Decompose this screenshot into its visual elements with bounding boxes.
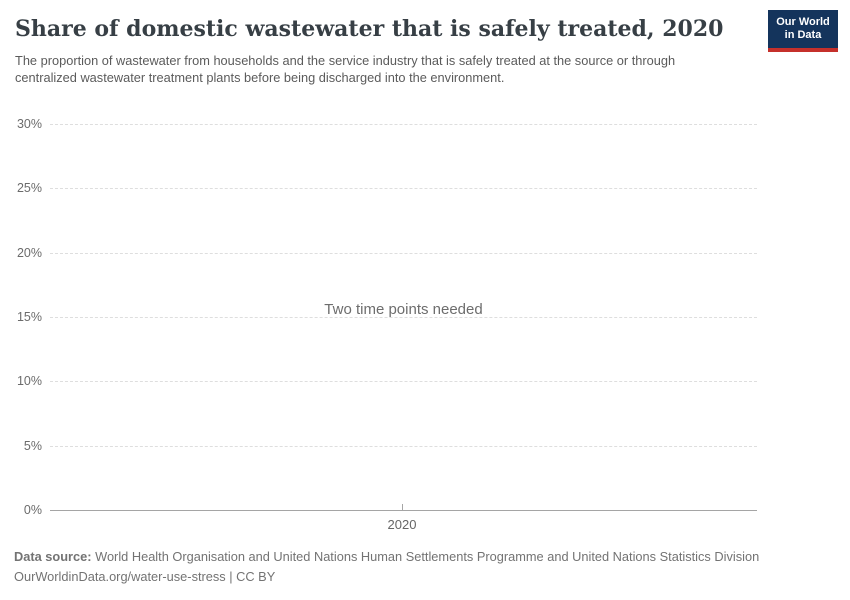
x-axis-tick-mark: [402, 504, 403, 511]
data-source-line: Data source: World Health Organisation a…: [14, 547, 814, 567]
chart-title: Share of domestic wastewater that is saf…: [15, 16, 724, 42]
x-axis-line: [50, 509, 757, 511]
gridline-row-30: 30%: [14, 116, 757, 132]
gridline-row-15: 15%: [14, 309, 757, 325]
y-tick-label: 25%: [16, 181, 42, 195]
empty-state-message: Two time points needed: [324, 301, 483, 318]
data-source-text: World Health Organisation and United Nat…: [95, 549, 760, 564]
license-line: OurWorldinData.org/water-use-stress | CC…: [14, 569, 276, 584]
y-tick-label: 15%: [16, 310, 42, 324]
x-axis-row: 0%: [14, 502, 757, 518]
chart-subtitle: The proportion of wastewater from househ…: [15, 53, 676, 85]
owid-logo-line2: in Data: [784, 29, 822, 41]
gridline: [50, 123, 757, 125]
gridline: [50, 252, 757, 254]
gridline-row-25: 25%: [14, 180, 757, 196]
chart-footer: Data source: World Health Organisation a…: [14, 547, 814, 587]
gridline-row-20: 20%: [14, 245, 757, 261]
gridline-row-5: 5%: [14, 438, 757, 454]
owid-logo: Our World in Data: [768, 10, 838, 52]
y-tick-label: 10%: [16, 374, 42, 388]
gridline: [50, 380, 757, 382]
y-tick-label: 20%: [16, 246, 42, 260]
x-tick-label: 2020: [387, 517, 417, 532]
y-tick-label: 0%: [23, 503, 42, 517]
gridline: [50, 445, 757, 447]
y-tick-label: 5%: [23, 439, 42, 453]
owid-logo-line1: Our World: [776, 16, 830, 28]
gridline: [50, 316, 757, 318]
gridline: [50, 187, 757, 189]
y-tick-label: 30%: [16, 117, 42, 131]
gridline-row-10: 10%: [14, 373, 757, 389]
data-source-label: Data source:: [14, 549, 92, 564]
